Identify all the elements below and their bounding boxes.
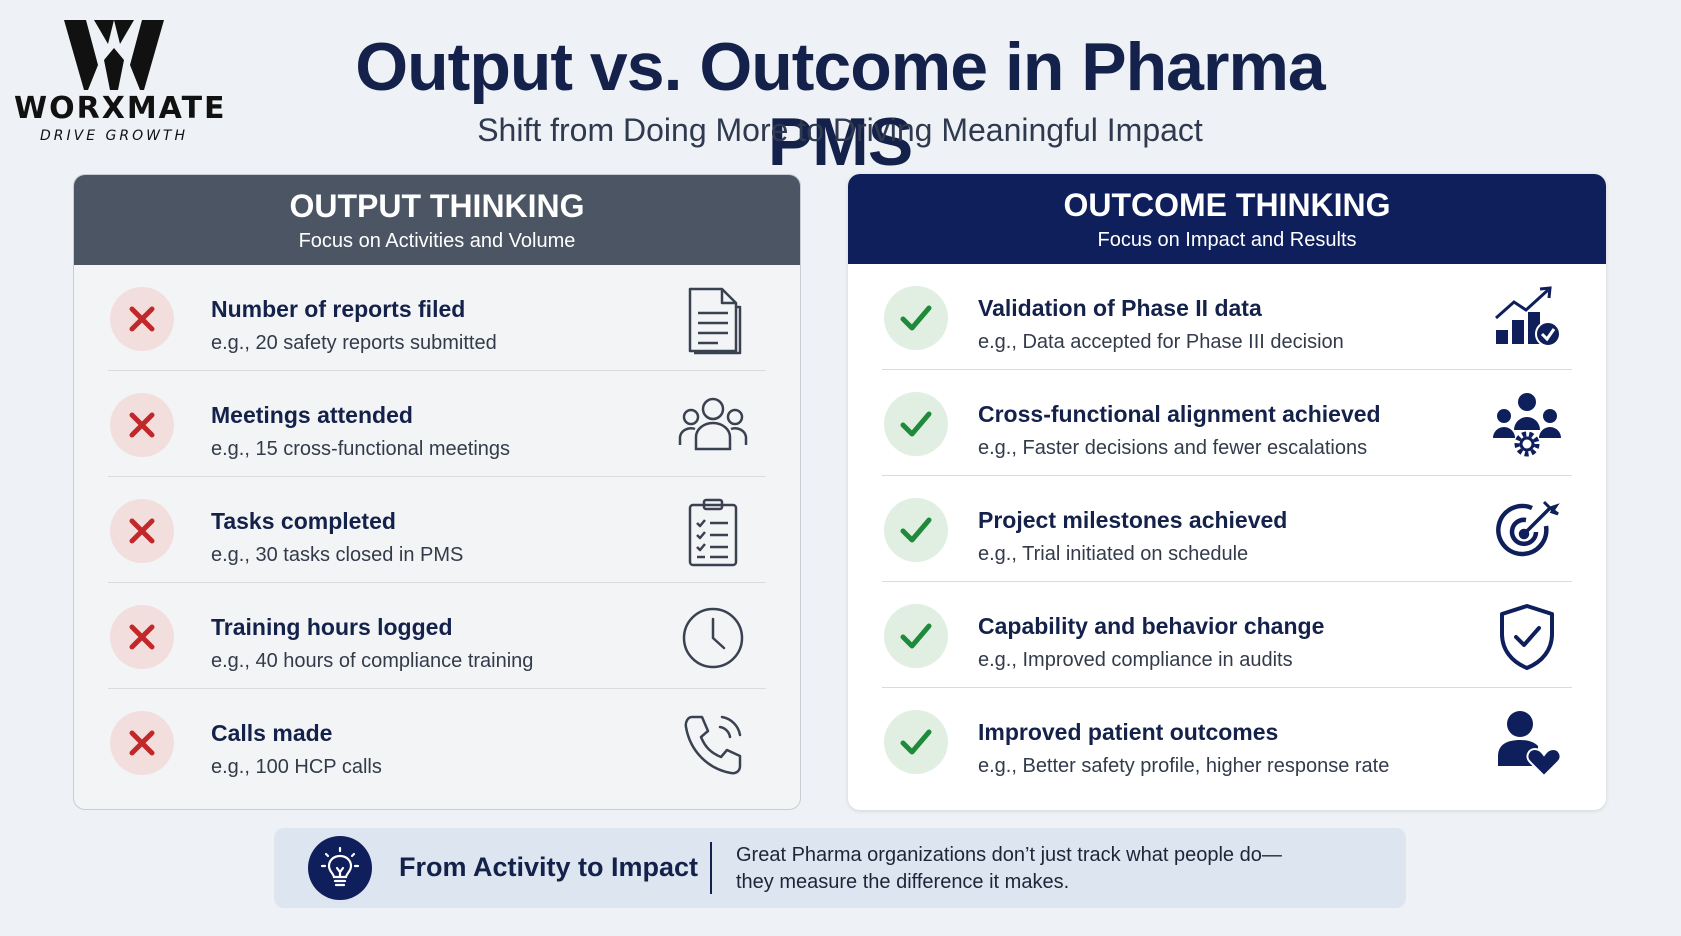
outcome-item-title: Capability and behavior change: [978, 613, 1325, 639]
summary-banner: From Activity to Impact Great Pharma org…: [274, 828, 1406, 908]
outcome-item-example: e.g., Faster decisions and fewer escalat…: [978, 437, 1368, 459]
output-item: Meetings attended e.g., 15 cross-functio…: [74, 371, 800, 477]
output-item: Calls made e.g., 100 HCP calls: [74, 689, 800, 795]
output-item-title: Calls made: [211, 720, 333, 746]
output-item-example: e.g., 40 hours of compliance training: [211, 650, 534, 672]
lightbulb-icon: [308, 836, 372, 900]
check-icon: [884, 710, 948, 774]
banner-title: From Activity to Impact: [399, 852, 699, 882]
output-item-example: e.g., 20 safety reports submitted: [211, 332, 497, 354]
shield-check-icon: [1500, 604, 1554, 670]
output-item: Tasks completed e.g., 30 tasks closed in…: [74, 477, 800, 583]
team-gear-icon: [1493, 393, 1561, 457]
output-panel-header: OUTPUT THINKING Focus on Activities and …: [74, 175, 800, 265]
outcome-panel-header: OUTCOME THINKING Focus on Impact and Res…: [848, 174, 1606, 264]
person-heart-icon: [1498, 711, 1562, 778]
output-panel-title: OUTPUT THINKING: [289, 188, 585, 224]
check-icon: [884, 604, 948, 668]
clock-icon: [682, 607, 744, 669]
outcome-item: Validation of Phase II data e.g., Data a…: [848, 264, 1606, 370]
banner-text-line: they measure the difference it makes.: [736, 871, 1070, 893]
check-icon: [884, 286, 948, 350]
output-item-title: Tasks completed: [211, 508, 396, 534]
outcome-panel-title: OUTCOME THINKING: [1063, 187, 1391, 223]
output-item-title: Training hours logged: [211, 614, 453, 640]
cross-icon: [110, 287, 174, 351]
cross-icon: [110, 499, 174, 563]
cross-icon: [110, 605, 174, 669]
people-group-icon: [678, 397, 748, 451]
page-title: Output vs. Outcome in Pharma PMS: [355, 29, 1326, 180]
outcome-item-title: Validation of Phase II data: [978, 295, 1262, 321]
worxmate-logo-mark-icon: [64, 20, 164, 90]
outcome-item-title: Improved patient outcomes: [978, 719, 1279, 745]
clipboard-checklist-icon: [688, 498, 738, 567]
banner-text-line: Great Pharma organizations don’t just tr…: [736, 844, 1282, 866]
output-item: Training hours logged e.g., 40 hours of …: [74, 583, 800, 689]
outcome-item: Project milestones achieved e.g., Trial …: [848, 476, 1606, 582]
logo-name: WORXMATE: [14, 91, 227, 126]
outcome-item-example: e.g., Improved compliance in audits: [978, 649, 1293, 671]
outcome-item-title: Cross-functional alignment achieved: [978, 401, 1381, 427]
output-item-example: e.g., 100 HCP calls: [211, 756, 382, 778]
output-item-example: e.g., 30 tasks closed in PMS: [211, 544, 464, 566]
check-icon: [884, 498, 948, 562]
output-panel-subtitle: Focus on Activities and Volume: [298, 230, 576, 253]
cross-icon: [110, 393, 174, 457]
document-icon: [688, 287, 742, 355]
outcome-item: Cross-functional alignment achieved e.g.…: [848, 370, 1606, 476]
banner-text: Great Pharma organizations don’t just tr…: [736, 842, 1376, 896]
phone-icon: [684, 715, 742, 775]
outcome-item-example: e.g., Data accepted for Phase III decisi…: [978, 331, 1344, 353]
banner-divider: [710, 842, 712, 894]
page-subtitle: Shift from Doing More to Driving Meaning…: [477, 112, 1203, 148]
output-item: Number of reports filed e.g., 20 safety …: [74, 265, 800, 371]
outcome-item: Capability and behavior change e.g., Imp…: [848, 582, 1606, 688]
outcome-item-title: Project milestones achieved: [978, 507, 1288, 533]
outcome-thinking-panel: OUTCOME THINKING Focus on Impact and Res…: [848, 174, 1606, 810]
chart-check-icon: [1495, 286, 1561, 347]
cross-icon: [110, 711, 174, 775]
outcome-panel-subtitle: Focus on Impact and Results: [1097, 229, 1357, 252]
outcome-item-example: e.g., Trial initiated on schedule: [978, 543, 1249, 565]
outcome-item-example: e.g., Better safety profile, higher resp…: [978, 755, 1390, 777]
output-item-example: e.g., 15 cross-functional meetings: [211, 438, 511, 460]
output-thinking-panel: OUTPUT THINKING Focus on Activities and …: [73, 174, 801, 810]
outcome-item: Improved patient outcomes e.g., Better s…: [848, 688, 1606, 794]
check-icon: [884, 392, 948, 456]
logo-tagline: DRIVE GROWTH: [39, 128, 189, 144]
target-icon: [1496, 500, 1560, 557]
logo: WORXMATE DRIVE GROWTH: [14, 20, 227, 144]
output-item-title: Meetings attended: [211, 402, 413, 428]
output-item-title: Number of reports filed: [211, 296, 466, 322]
